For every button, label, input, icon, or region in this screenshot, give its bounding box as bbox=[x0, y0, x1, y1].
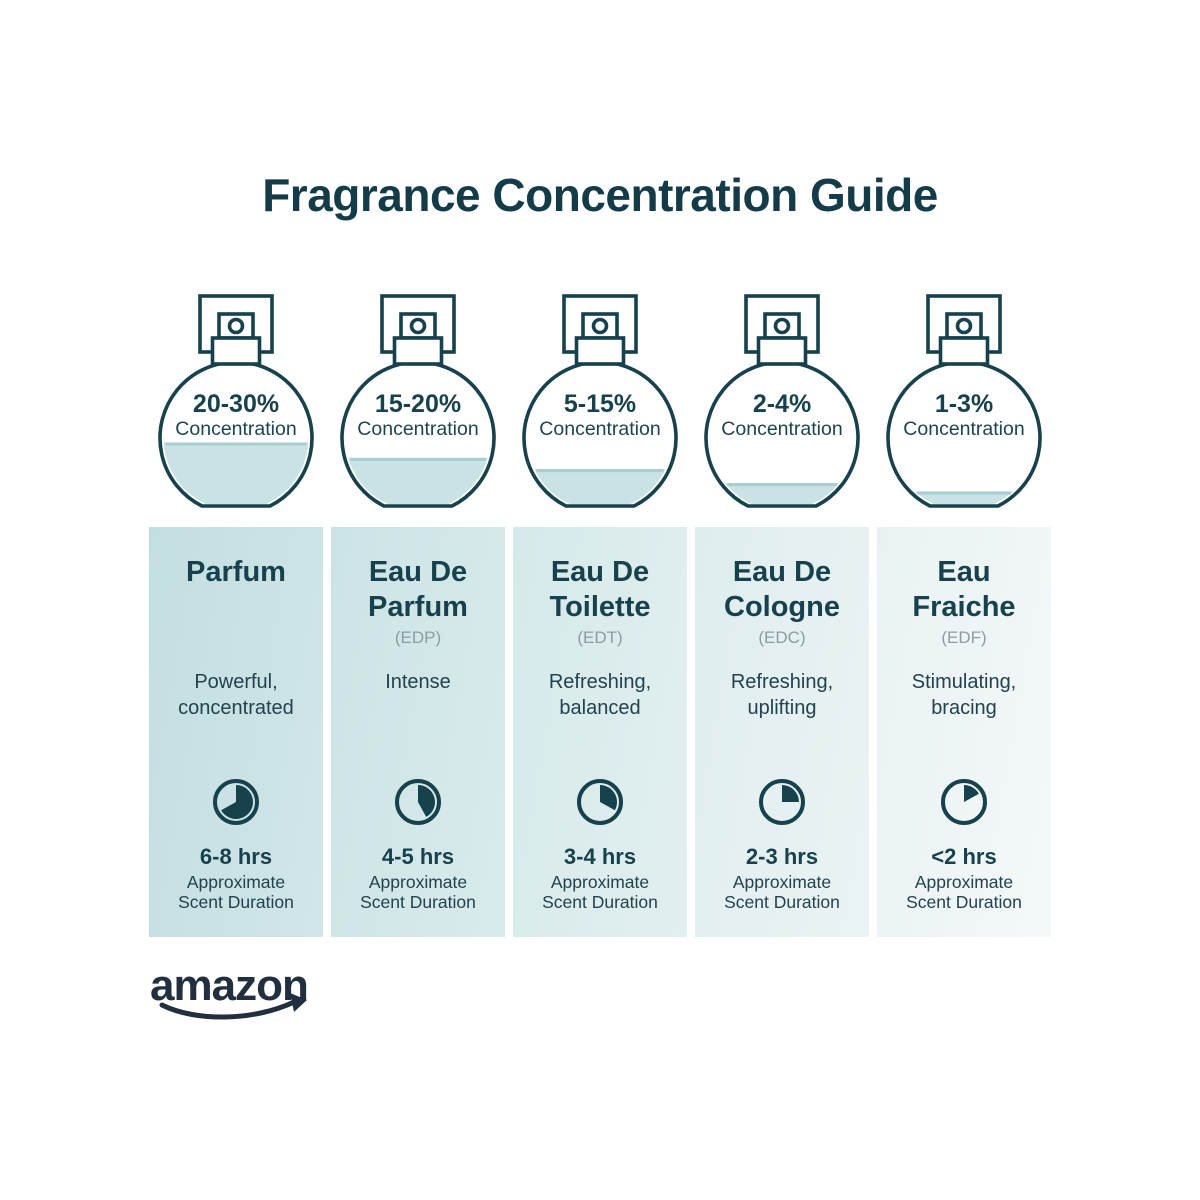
bottle-percent: 2-4% bbox=[753, 390, 811, 418]
bottle-collar bbox=[938, 336, 990, 366]
page-title: Fragrance Concentration Guide bbox=[262, 169, 938, 221]
clock-wedge bbox=[221, 785, 253, 819]
perfume-bottle: 2-4% Concentration bbox=[695, 293, 869, 508]
category-name: Eau De Cologne bbox=[724, 556, 840, 623]
category-description: Stimulating, bracing bbox=[911, 671, 1017, 719]
scent-duration-value: <2 hrs bbox=[931, 844, 997, 869]
category-abbreviation: (EDC) bbox=[758, 628, 806, 647]
category-name: Eau De Parfum bbox=[368, 556, 468, 623]
amazon-smile-arrowhead bbox=[290, 993, 307, 1012]
bottle-liquid bbox=[348, 457, 488, 504]
clock-wedge bbox=[418, 785, 436, 817]
clock-icon bbox=[759, 779, 805, 825]
scent-duration-note: Approximate Scent Duration bbox=[360, 872, 476, 912]
spray-nozzle-hole bbox=[955, 317, 973, 335]
amazon-logo: amazon bbox=[148, 960, 328, 1027]
scent-duration-note: Approximate Scent Duration bbox=[906, 872, 1022, 912]
bottle-percent: 1-3% bbox=[935, 390, 993, 418]
scent-duration-note: Approximate Scent Duration bbox=[724, 872, 840, 912]
scent-duration-value: 6-8 hrs bbox=[199, 844, 273, 869]
bottle-liquid bbox=[534, 469, 666, 504]
clock-wedge bbox=[600, 785, 618, 811]
perfume-bottle-icon: 2-4% Concentration bbox=[704, 294, 860, 508]
clock-icon bbox=[941, 779, 987, 825]
bottle-caption: Concentration bbox=[357, 418, 478, 440]
category-name: Parfum bbox=[186, 556, 286, 588]
bottle-caption: Concentration bbox=[903, 418, 1024, 440]
bottle-liquid bbox=[915, 491, 1013, 504]
scent-duration-value: 2-3 hrs bbox=[745, 844, 819, 869]
category-abbreviation: (EDP) bbox=[394, 628, 442, 647]
category-description: Refreshing, uplifting bbox=[730, 671, 834, 719]
spray-nozzle-hole bbox=[591, 317, 609, 335]
bottle-caption: Concentration bbox=[721, 418, 842, 440]
clock-wedge bbox=[782, 785, 799, 802]
perfume-bottle-icon: 1-3% Concentration bbox=[886, 294, 1042, 508]
amazon-logo-icon: amazon bbox=[150, 961, 309, 1020]
bottles-row: 20-30% Concentration 15-20% Concentratio… bbox=[149, 293, 1051, 508]
clock-icon bbox=[213, 779, 259, 825]
perfume-bottle: 1-3% Concentration bbox=[877, 293, 1051, 508]
category-panel: Parfum Powerful, concentrated 6-8 hrs Ap… bbox=[149, 527, 323, 937]
bottle-liquid bbox=[163, 442, 309, 504]
spray-nozzle-hole bbox=[773, 317, 791, 335]
category-name: Eau De Toilette bbox=[549, 556, 651, 623]
category-panel: Eau Fraiche (EDF) Stimulating, bracing <… bbox=[877, 527, 1051, 937]
category-panel: Eau De Parfum (EDP) Intense 4-5 hrs Appr… bbox=[331, 527, 505, 937]
category-description: Powerful, concentrated bbox=[178, 671, 294, 719]
category-name: Eau Fraiche bbox=[912, 556, 1016, 623]
perfume-bottle-icon: 20-30% Concentration bbox=[158, 294, 314, 508]
bottle-percent: 15-20% bbox=[375, 390, 461, 418]
clock-wedge bbox=[964, 785, 979, 802]
bottle-caption: Concentration bbox=[539, 418, 660, 440]
perfume-bottle: 15-20% Concentration bbox=[331, 293, 505, 508]
perfume-bottle-icon: 5-15% Concentration bbox=[522, 294, 678, 508]
perfume-bottle: 20-30% Concentration bbox=[149, 293, 323, 508]
bottle-percent: 5-15% bbox=[564, 390, 636, 418]
panels-row: Parfum Powerful, concentrated 6-8 hrs Ap… bbox=[149, 527, 1051, 937]
amazon-wordmark: amazon bbox=[150, 961, 308, 1010]
category-panel: Eau De Toilette (EDT) Refreshing, balanc… bbox=[513, 527, 687, 937]
scent-duration-note: Approximate Scent Duration bbox=[178, 872, 294, 912]
spray-nozzle-hole bbox=[227, 317, 245, 335]
spray-nozzle-hole bbox=[409, 317, 427, 335]
bottle-liquid bbox=[725, 483, 839, 504]
category-panel: Eau De Cologne (EDC) Refreshing, uplifti… bbox=[695, 527, 869, 937]
bottle-collar bbox=[574, 336, 626, 366]
perfume-bottle-icon: 15-20% Concentration bbox=[340, 294, 496, 508]
bottle-percent: 20-30% bbox=[193, 390, 279, 418]
scent-duration-value: 4-5 hrs bbox=[381, 844, 455, 869]
bottle-caption: Concentration bbox=[175, 418, 296, 440]
category-abbreviation bbox=[149, 625, 323, 651]
clock-icon bbox=[395, 779, 441, 825]
perfume-bottle: 5-15% Concentration bbox=[513, 293, 687, 508]
clock-icon bbox=[577, 779, 623, 825]
bottle-collar bbox=[392, 336, 444, 366]
bottle-collar bbox=[756, 336, 808, 366]
scent-duration-value: 3-4 hrs bbox=[563, 844, 637, 869]
scent-duration-note: Approximate Scent Duration bbox=[542, 872, 658, 912]
amazon-smile-icon bbox=[159, 999, 297, 1020]
category-abbreviation: (EDT) bbox=[577, 628, 623, 647]
category-abbreviation: (EDF) bbox=[941, 628, 987, 647]
bottle-collar bbox=[210, 336, 262, 366]
category-description: Refreshing, balanced bbox=[548, 671, 652, 719]
category-description: Intense bbox=[385, 671, 451, 693]
